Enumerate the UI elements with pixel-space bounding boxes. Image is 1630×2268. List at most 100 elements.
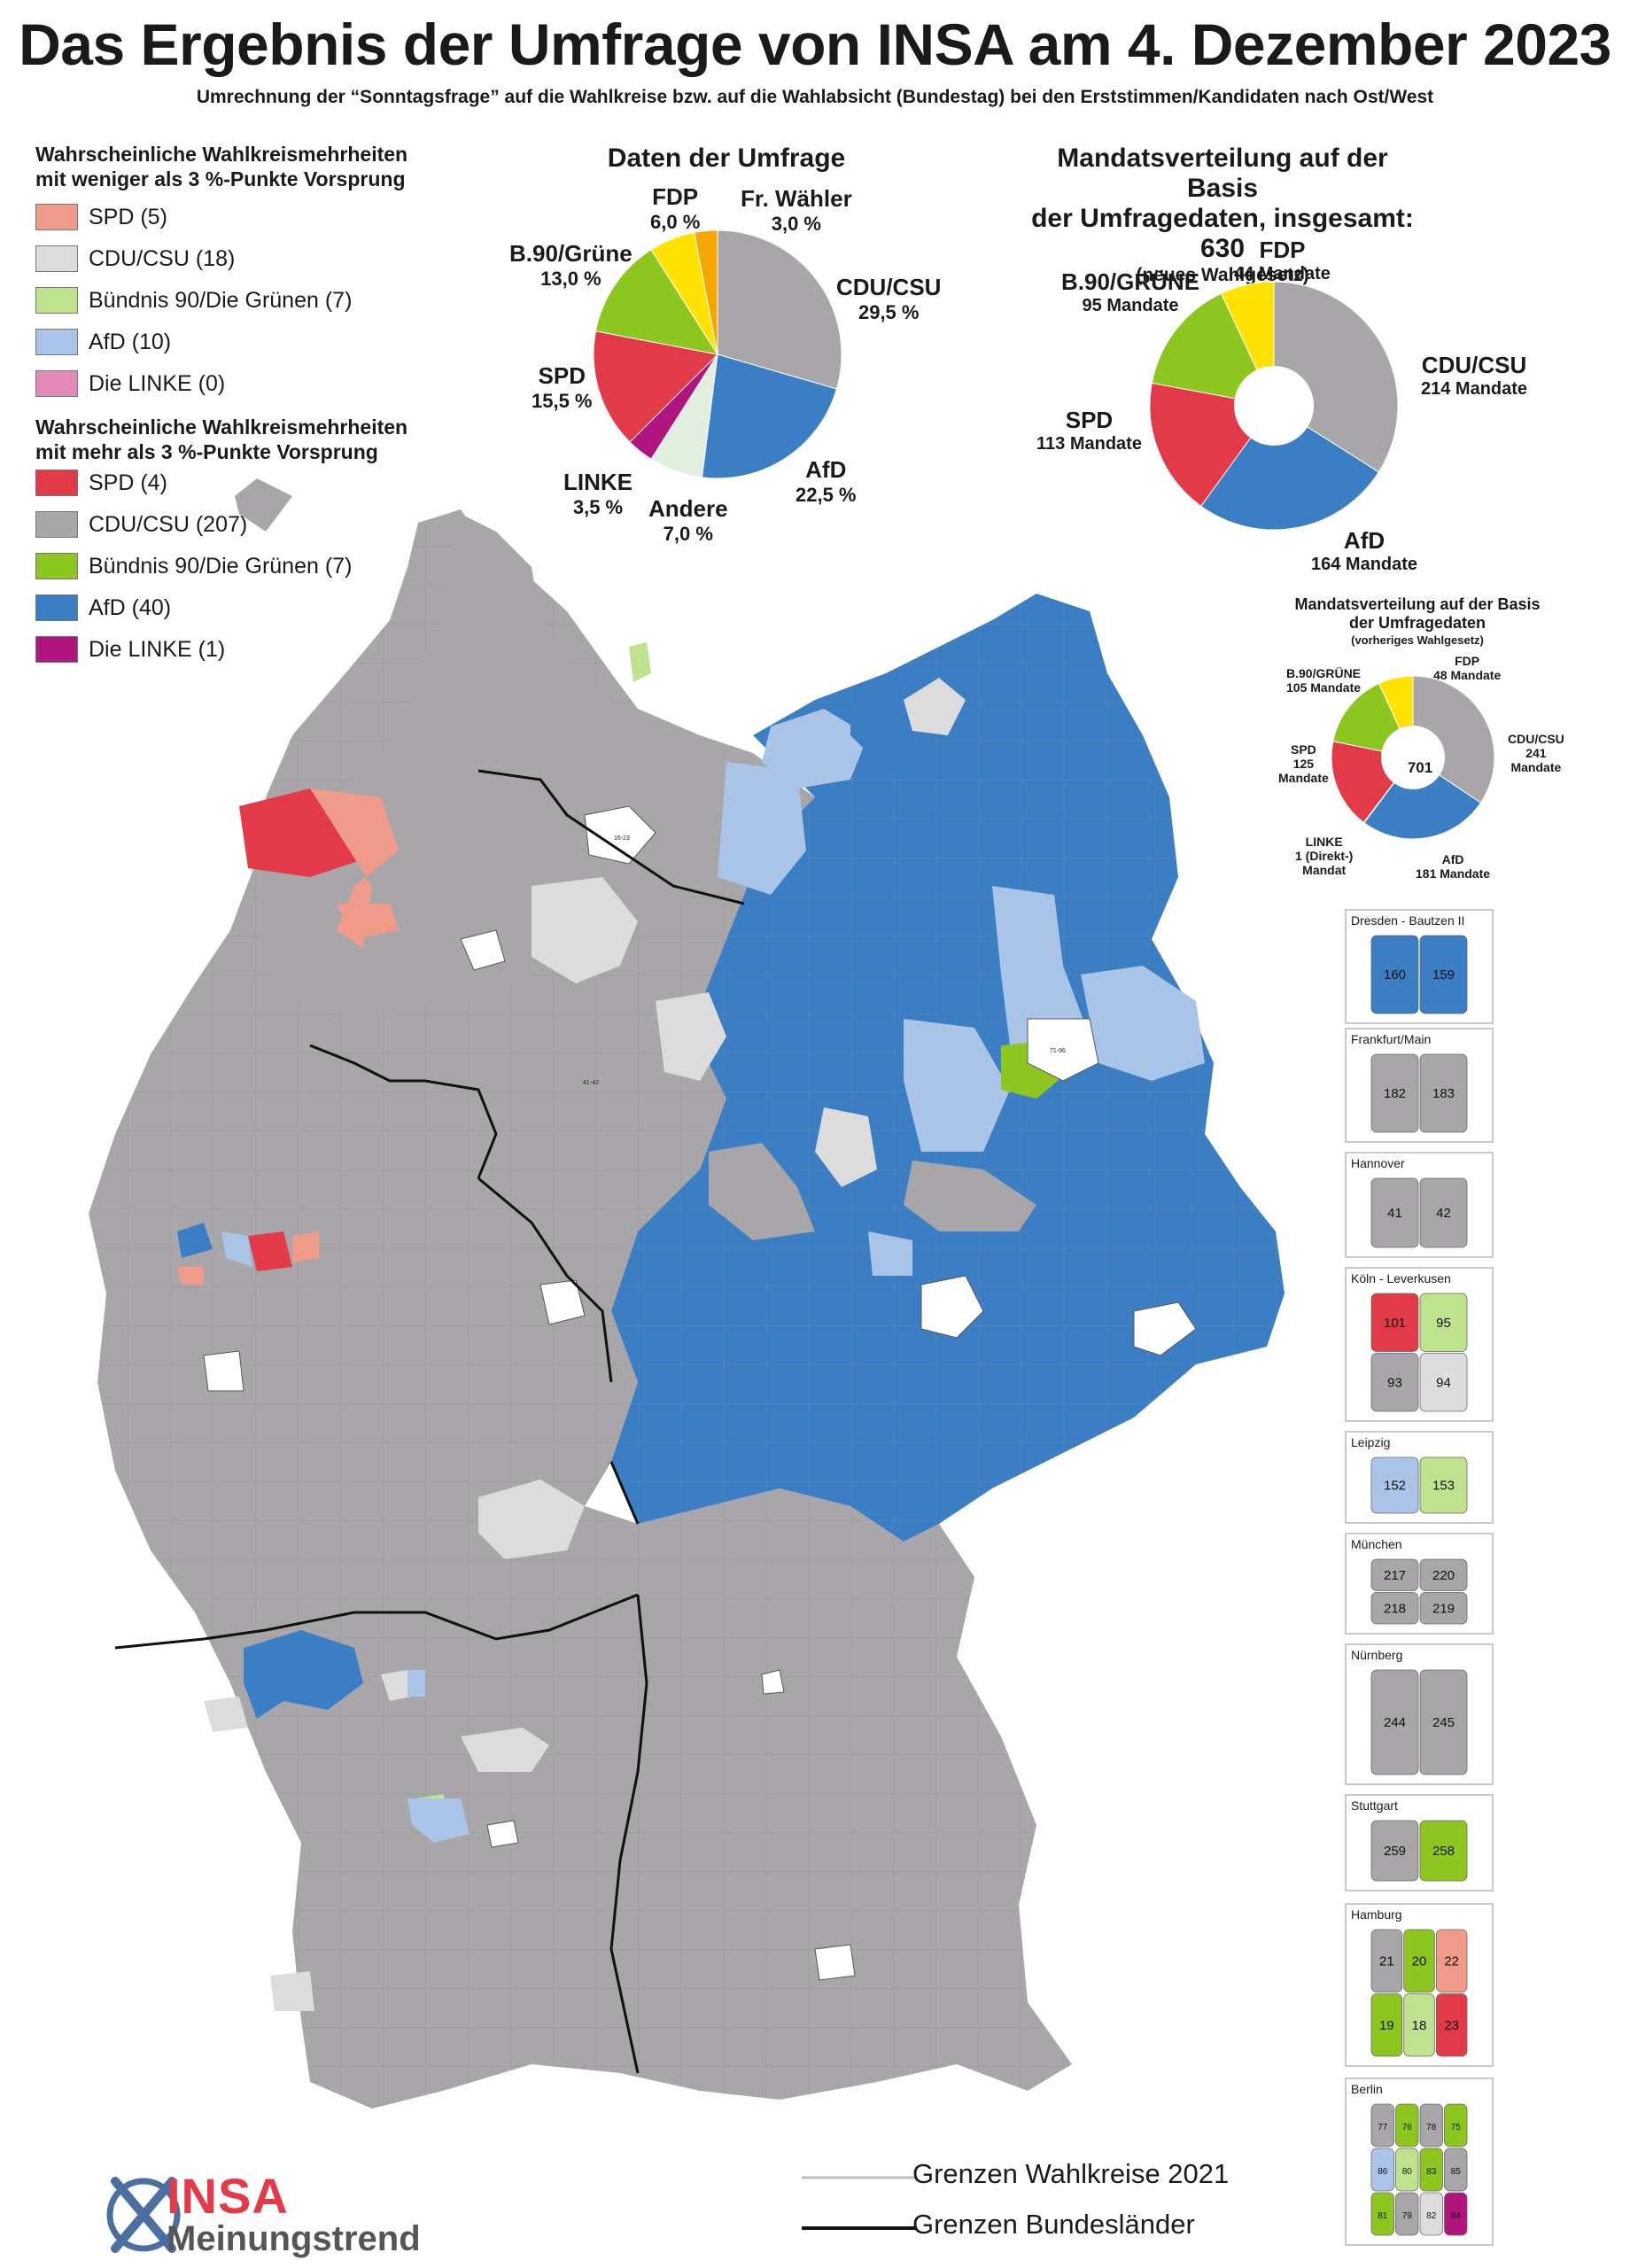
inset-district-number: 85 <box>1451 2167 1462 2177</box>
pie2-label-afd: AfD 164 Mandate <box>1311 527 1418 574</box>
pie1-slice-afd <box>701 353 838 479</box>
inset-district-number: 258 <box>1432 1844 1455 1859</box>
pie3-label-cdu: CDU/CSU 241 Mandate <box>1508 732 1564 775</box>
inset-m-nchen: 217 220 218 219 München <box>1345 1533 1494 1635</box>
legend-item: CDU/CSU (207) <box>35 510 247 539</box>
page-subtitle: Umrechnung der “Sonntagsfrage” auf die W… <box>196 87 1434 107</box>
inset-map: 77 76 78 75 86 80 83 85 81 79 82 84 <box>1370 2103 1468 2236</box>
inset-district <box>1419 1558 1468 1591</box>
legend-swatch <box>35 245 78 272</box>
inset-district-number: 244 <box>1384 1715 1406 1730</box>
inset-district <box>1419 1293 1468 1352</box>
inset-district-number: 245 <box>1432 1715 1455 1730</box>
legend-label: SPD (5) <box>89 204 167 229</box>
inset-district <box>1419 1669 1468 1775</box>
legend-swatch <box>35 204 78 230</box>
inset-district <box>1370 2103 1394 2148</box>
inset-caption: Berlin <box>1351 2082 1383 2096</box>
inset-district-number: 86 <box>1378 2167 1388 2177</box>
legend-item: Die LINKE (0) <box>35 369 225 398</box>
inset-district-number: 20 <box>1412 1953 1427 1969</box>
inset-map: 244 245 <box>1370 1669 1468 1775</box>
pie2-label-spd: SPD 113 Mandate <box>1036 407 1142 454</box>
inset-district <box>1370 935 1419 1014</box>
inset-district <box>1419 1820 1468 1882</box>
pie2-label-cdu: CDU/CSU 214 Mandate <box>1421 352 1528 399</box>
inset-district-number: 41 <box>1387 1206 1402 1221</box>
district-border-line <box>802 2176 917 2179</box>
inset-district-number: 78 <box>1426 2123 1437 2132</box>
legend-label: Bündnis 90/Die Grünen (7) <box>89 287 353 313</box>
state-border-label: Grenzen Bundesländer <box>912 2209 1195 2240</box>
legend-item: Die LINKE (1) <box>35 635 225 664</box>
inset-district-number: 218 <box>1384 1601 1406 1616</box>
inset-caption: München <box>1351 1537 1402 1551</box>
inset-district <box>1370 1456 1419 1514</box>
inset-district <box>1370 1820 1419 1882</box>
pie3-label-gruene: B.90/GRÜNE 105 Mandate <box>1286 666 1362 695</box>
pie1-title: Daten der Umfrage <box>607 144 846 173</box>
inset-district <box>1419 1353 1468 1412</box>
pie1-label-linke: LINKE 3,5 % <box>563 469 633 518</box>
pie1-slice-fr-w-hler <box>694 230 718 355</box>
pie3-chart <box>1331 676 1495 840</box>
inset-map: 21 20 22 19 18 23 <box>1370 1929 1468 2057</box>
insa-sub: Meinungstrend <box>167 2219 421 2258</box>
legend-item: AfD (40) <box>35 594 171 622</box>
inset-district <box>1370 2192 1394 2236</box>
state-border-line <box>802 2226 917 2230</box>
inset-district-number: 80 <box>1402 2167 1413 2177</box>
inset-district <box>1444 2192 1468 2236</box>
legend-label: AfD (40) <box>89 594 172 620</box>
inset-district <box>1419 2192 1443 2236</box>
inset-district <box>1395 2103 1419 2148</box>
legend-item: CDU/CSU (18) <box>35 245 235 273</box>
legend-item: Bündnis 90/Die Grünen (7) <box>35 286 352 315</box>
inset-district-number: 153 <box>1432 1479 1455 1494</box>
map-highlights <box>177 478 1205 2011</box>
inset-district-number: 83 <box>1426 2167 1437 2177</box>
pie2-chart <box>1150 282 1399 531</box>
insa-brand: INSA <box>167 2168 289 2224</box>
inset-district-number: 22 <box>1444 1953 1459 1969</box>
inset-caption: Leipzig <box>1351 1435 1391 1449</box>
inset-caption: Dresden - Bautzen II <box>1351 913 1465 928</box>
inset-berlin: 77 76 78 75 86 80 83 85 81 79 82 84 Berlin <box>1345 2078 1494 2246</box>
pie3-label-fdp: FDP 48 Mandate <box>1433 654 1502 683</box>
legend-label: Die LINKE (1) <box>89 636 226 662</box>
legend-swatch <box>35 370 78 397</box>
legend-swatch <box>35 636 78 663</box>
inset-dresden-bautzen-ii: 160 159 Dresden - Bautzen II <box>1345 909 1494 1024</box>
inset-district-number: 81 <box>1378 2211 1388 2221</box>
legend-label: AfD (10) <box>89 329 172 354</box>
map-label-berlin: 71-96 <box>1050 1048 1066 1054</box>
inset-caption: Nürnberg <box>1351 1648 1403 1662</box>
inset-district <box>1403 1929 1435 1992</box>
page-title: Das Ergebnis der Umfrage von INSA am 4. … <box>19 12 1611 77</box>
inset-map: 182 183 <box>1370 1053 1468 1133</box>
inset-district <box>1395 2192 1419 2236</box>
inset-district <box>1435 1993 1468 2057</box>
inset-district-number: 160 <box>1384 967 1406 983</box>
inset-district-number: 101 <box>1384 1316 1406 1331</box>
pie3-label-spd: SPD 125 Mandate <box>1278 742 1329 786</box>
map-state-borders <box>114 769 745 2074</box>
inset-district <box>1370 1592 1419 1625</box>
pie2-label-fdp: FDP 44 Mandate <box>1234 237 1331 284</box>
inset-district <box>1370 1293 1419 1352</box>
inset-district <box>1370 1177 1419 1248</box>
inset-map: 160 159 <box>1370 935 1468 1014</box>
inset-district <box>1395 2148 1419 2192</box>
inset-district <box>1419 1177 1468 1248</box>
pie3-hole <box>1381 726 1445 789</box>
pie1-label-gruene: B.90/Grüne 13,0 % <box>509 240 633 290</box>
legend-swatch <box>35 511 78 538</box>
inset-hannover: 41 42 Hannover <box>1345 1152 1494 1258</box>
pie3-total: 701 <box>1407 759 1433 776</box>
inset-district-number: 84 <box>1451 2211 1462 2221</box>
inset-district-number: 152 <box>1384 1479 1406 1494</box>
legend-label: Bündnis 90/Die Grünen (7) <box>89 553 353 579</box>
inset-district-number: 94 <box>1436 1375 1451 1390</box>
district-border-label: Grenzen Wahlkreise 2021 <box>912 2158 1230 2189</box>
inset-map: 41 42 <box>1370 1177 1468 1248</box>
